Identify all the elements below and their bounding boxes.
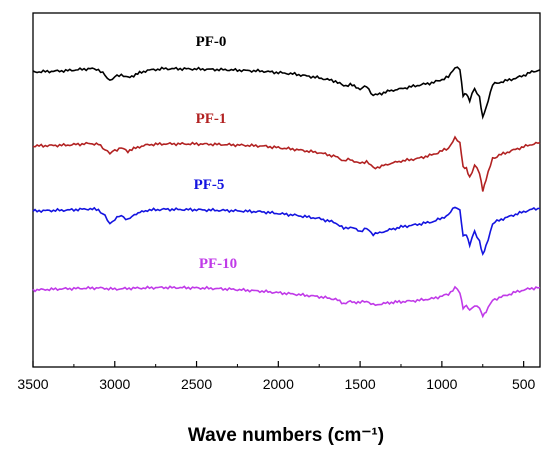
series-label-pf-10: PF-10 (199, 256, 237, 272)
series-line-pf-5 (32, 206, 541, 256)
series-labels: PF-0 PF-1 PF-5 PF-10 (194, 34, 238, 272)
x-tick-label: 2000 (263, 376, 294, 392)
x-tick-label: 500 (512, 376, 536, 392)
series-label-pf-1: PF-1 (196, 111, 227, 127)
x-tick-label: 1000 (426, 376, 457, 392)
series-line-pf-0 (32, 66, 541, 120)
x-tick-label: 2500 (181, 376, 212, 392)
plot-frame (32, 12, 541, 368)
x-tick-label: 3500 (17, 376, 48, 392)
series-label-pf-5: PF-5 (194, 177, 225, 193)
x-axis-title: Wave numbers (cm⁻¹) (188, 425, 384, 446)
x-tick-label: 3000 (99, 376, 130, 392)
series-line-pf-10 (32, 285, 541, 319)
x-axis-ticks: 3500 3000 2500 2000 1500 1000 500 (17, 361, 536, 392)
x-tick-label: 1500 (345, 376, 376, 392)
series-line-pf-1 (32, 135, 541, 192)
spectra-curves (32, 66, 541, 319)
series-label-pf-0: PF-0 (196, 34, 227, 50)
